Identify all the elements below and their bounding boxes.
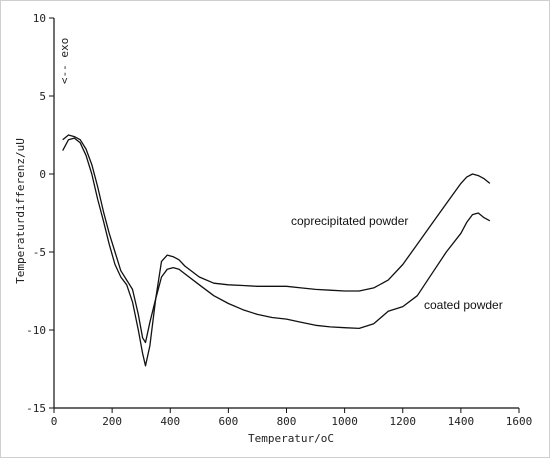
ticks: 0 200 400 600 800 1000 1200 1400 1600 10 5 0 -5 -10 -1…	[26, 12, 532, 428]
x-tick-label: 800	[277, 415, 297, 428]
y-tick-label: -15	[26, 402, 46, 415]
x-tick-label: 1400	[448, 415, 475, 428]
y-tick-label: -10	[26, 324, 46, 337]
series-label-coprecipitated: coprecipitated powder	[291, 214, 408, 228]
x-tick-label: 600	[218, 415, 238, 428]
x-tick-label: 400	[160, 415, 180, 428]
labels: Temperatur/oC Temperaturdifferenz/uU <--…	[14, 38, 503, 445]
y-tick-label: 0	[39, 168, 46, 181]
x-tick-label: 200	[102, 415, 122, 428]
x-axis-label: Temperatur/oC	[248, 432, 334, 445]
series-layer	[62, 134, 491, 367]
exo-marker: <-- exo	[58, 38, 71, 84]
x-tick-label: 1600	[506, 415, 533, 428]
y-axis-label: Temperaturdifferenz/uU	[14, 138, 27, 284]
series-line-1	[62, 134, 491, 344]
x-tick-label: 1200	[390, 415, 417, 428]
y-tick-label: 10	[33, 12, 46, 25]
x-tick-label: 1000	[331, 415, 358, 428]
x-tick-label: 0	[51, 415, 58, 428]
series-line-0	[62, 137, 491, 367]
axes	[53, 18, 519, 409]
y-tick-label: 5	[39, 90, 46, 103]
y-tick-label: -5	[33, 246, 46, 259]
series-label-coated: coated powder	[424, 298, 503, 312]
